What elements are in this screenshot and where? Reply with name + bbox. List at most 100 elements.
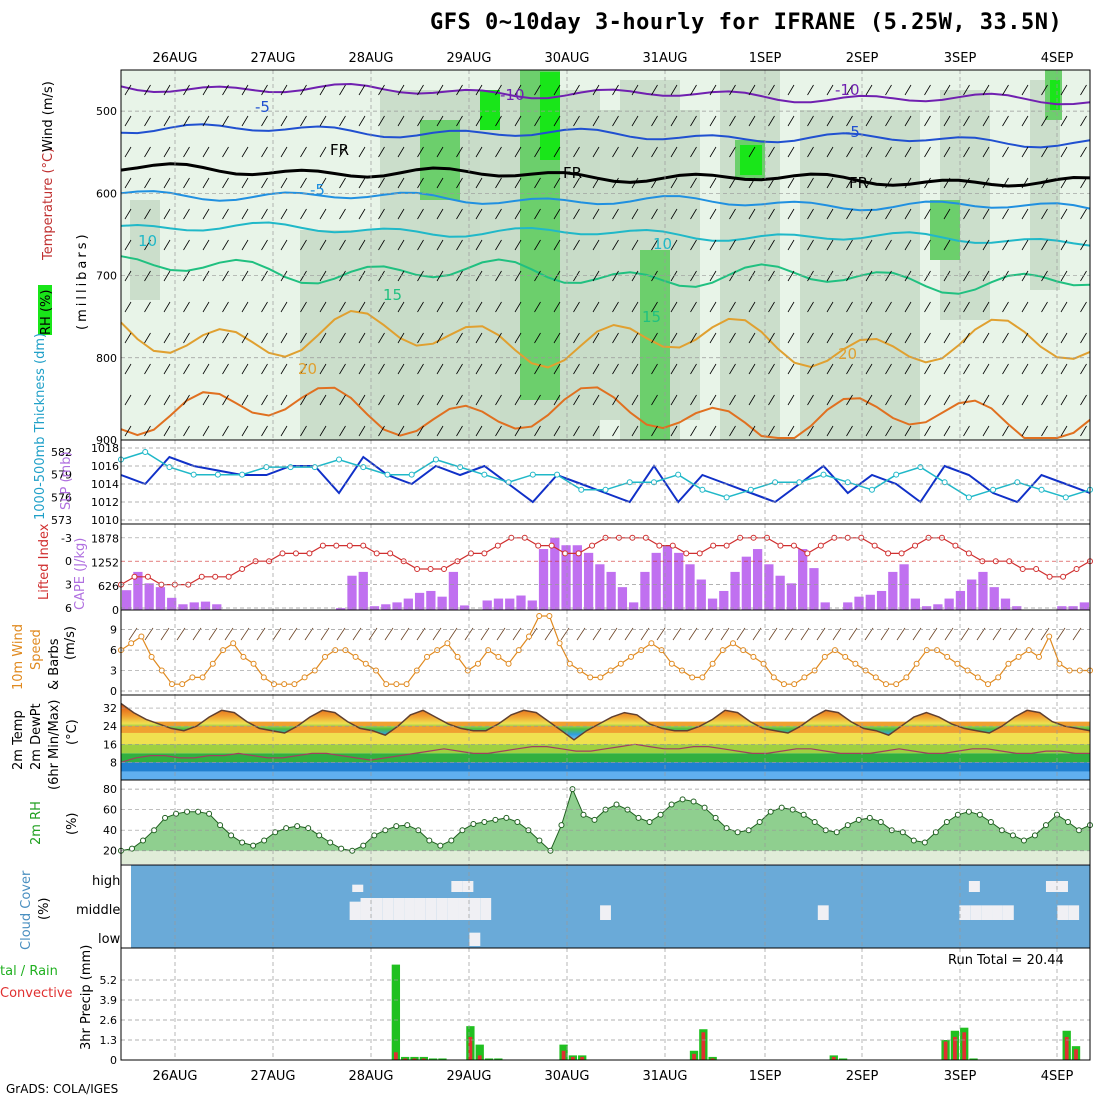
panel2-labels: 1000-500mb Thickness (dm) SLP (mb) [33,333,74,520]
contour-label: 20 [838,345,857,363]
wind-barb [612,208,619,220]
wind-barb [846,332,853,344]
wind-barb [163,239,171,251]
wind-barb [183,301,190,313]
wind-barb [573,146,580,158]
wind-barb [904,270,912,282]
wind-barb [280,270,288,282]
wind-barb [553,208,561,220]
precip-unit-label: 3hr Precip (mm) [79,945,94,1050]
wind-barb [787,208,795,220]
li-tick: 0 [65,555,72,568]
wind10-line-point [730,640,736,647]
cape-bar [843,602,853,610]
rh2m-line-point [701,804,708,811]
date-label-top: 3SEP [944,51,977,66]
wind-barb [124,208,132,220]
wind-barb [631,301,639,313]
wind-barb [904,301,912,313]
wind-barb [748,115,756,127]
wind-barb [183,394,190,406]
cape-bar [707,598,718,610]
wind-barb [163,146,171,158]
thickness-line-point [408,471,415,478]
rh2m-tick: 60 [103,804,117,817]
wind-barb [124,146,132,158]
wind-barb [300,394,307,406]
wind-barb [865,239,873,251]
wind-barb [456,146,463,158]
wind-barb [885,425,892,437]
contour-label: FR [849,174,868,192]
wind-barb [378,270,385,282]
rh-saturated [480,90,500,130]
wind-barb [378,425,385,437]
wind-barb [183,115,190,127]
wind10-line-point [495,653,502,660]
cape-bar [144,583,154,610]
wind-barb [1002,332,1009,344]
wind-barb [807,84,814,96]
wind-barb [417,332,424,344]
rh2m-line-point [756,818,763,825]
wind-barb [358,332,366,344]
wind-barb [280,239,288,251]
cape-bar [122,590,132,610]
cape-bar [595,564,605,610]
wind-barb [495,394,502,406]
wind10-line-point [383,681,390,688]
thickness-line-point [820,471,827,478]
wind-barb [904,177,912,189]
wind-barb [963,270,970,282]
date-label-top: 28AUG [348,51,393,66]
wind-barb-10m [736,627,746,641]
wind-barb [904,363,912,375]
wind-barb [729,363,736,375]
wind-barb [1002,146,1009,158]
wind-barb [592,363,600,375]
pressure-tick: 900 [96,434,117,447]
wind-barb [222,270,229,282]
li-line-point [562,550,569,557]
cape-bar [685,564,695,610]
wind-barb [1021,177,1029,189]
wind-barb [612,177,619,189]
wind10-line-point [322,653,328,660]
wind-barb-10m [896,627,906,641]
rh2m-line-point [404,822,411,829]
wind-barb [1002,115,1009,127]
li-line-point [804,550,811,557]
rh2m-line-point [140,837,147,844]
wind-barb [280,146,288,158]
wind-barb [456,363,463,375]
rh2m-line-point [261,837,268,844]
thickness-line-point [336,456,343,463]
wind10-line-point [301,674,308,681]
rh2m-line-point [954,811,961,818]
wind-barb-10m [192,627,202,641]
wind-barb [651,208,658,220]
wind-barb [592,394,600,406]
cape-bar [583,552,594,610]
wind-barb [280,208,288,220]
wind10-line-point [291,681,298,688]
rh2m-line-point [184,808,191,815]
wind-barb [163,363,171,375]
wind-barb [1021,84,1029,96]
rh2m-line-point [470,821,477,828]
wind-barb [534,425,541,437]
wind-barb [748,146,756,158]
wind-barb [300,239,307,251]
li-line-point [1060,573,1067,580]
wind-barb [768,146,775,158]
wind-barb [690,332,697,344]
wind-barb [1041,332,1048,344]
thickness-line-point [893,471,900,478]
precip-convective-bar [403,1058,408,1060]
precip-convective-bar [1064,1036,1069,1060]
wind-barb-10m [848,627,858,641]
wind-barb [417,425,424,437]
wind-tick: 3 [110,665,117,678]
precip-convective-bar [943,1041,948,1060]
wind-barb [241,301,249,313]
